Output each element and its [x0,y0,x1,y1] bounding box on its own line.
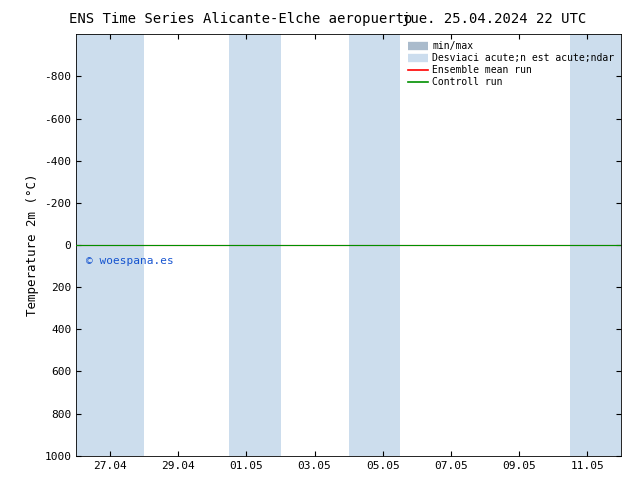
Legend: min/max, Desviaci acute;n est acute;ndar, Ensemble mean run, Controll run: min/max, Desviaci acute;n est acute;ndar… [406,39,616,89]
Bar [230,34,280,456]
Bar [76,34,145,456]
Text: jue. 25.04.2024 22 UTC: jue. 25.04.2024 22 UTC [403,12,586,26]
Bar [570,34,621,456]
Bar [349,34,400,456]
Text: © woespana.es: © woespana.es [86,256,174,266]
Text: ENS Time Series Alicante-Elche aeropuerto: ENS Time Series Alicante-Elche aeropuert… [69,12,413,26]
Y-axis label: Temperature 2m (°C): Temperature 2m (°C) [25,174,39,316]
